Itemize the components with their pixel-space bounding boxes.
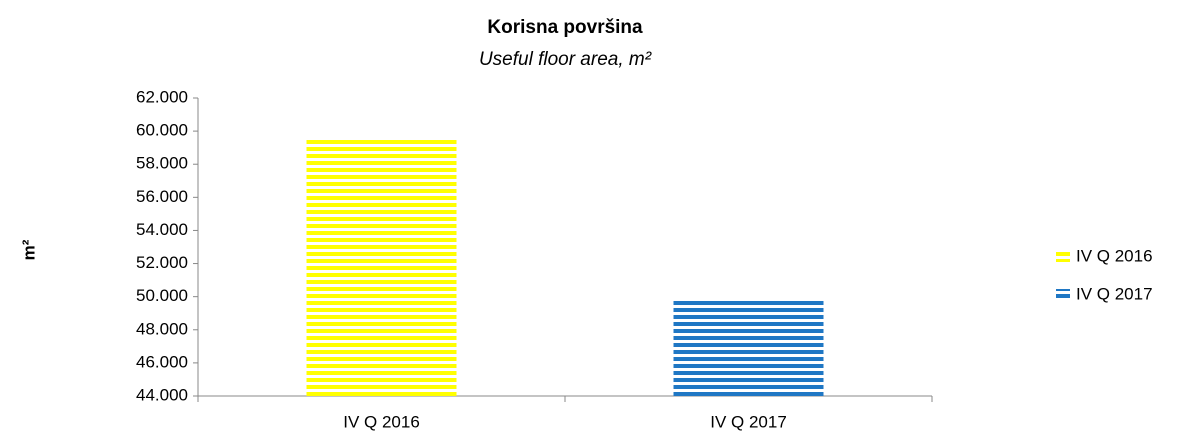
y-tick-label: 62.000 [136, 87, 188, 106]
x-tick-label: IV Q 2016 [343, 412, 420, 431]
chart-title: Korisna površina [487, 17, 643, 38]
y-tick-label: 44.000 [136, 385, 188, 404]
y-axis-label: m² [19, 239, 38, 260]
y-tick-label: 46.000 [136, 352, 188, 371]
legend-label: IV Q 2017 [1076, 284, 1153, 303]
bar [673, 298, 824, 396]
y-tick-label: 56.000 [136, 187, 188, 206]
legend-swatch [1056, 289, 1070, 300]
y-tick-label: 58.000 [136, 154, 188, 173]
y-tick-label: 50.000 [136, 286, 188, 305]
legend-label: IV Q 2016 [1076, 246, 1153, 265]
legend-swatch [1056, 251, 1070, 262]
y-tick-label: 60.000 [136, 121, 188, 140]
x-tick-label: IV Q 2017 [710, 412, 787, 431]
y-tick-label: 54.000 [136, 220, 188, 239]
bar [306, 139, 457, 396]
y-tick-label: 48.000 [136, 319, 188, 338]
y-tick-label: 52.000 [136, 253, 188, 272]
chart-subtitle: Useful floor area, m² [479, 49, 652, 70]
